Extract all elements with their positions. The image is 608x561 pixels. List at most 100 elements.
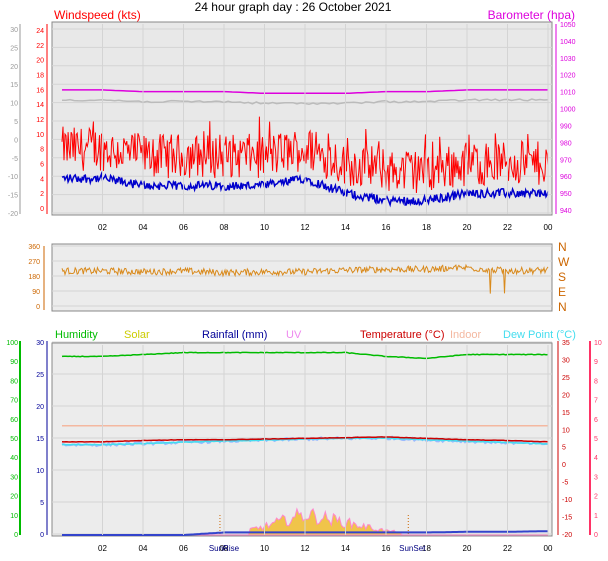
- baro-tick-label: 1040: [560, 39, 576, 46]
- humidity-tick-label: 30: [10, 474, 18, 481]
- outer-tick-label: -5: [12, 156, 18, 163]
- wind-tick-label: 12: [36, 117, 44, 124]
- temperature-tick-label: 35: [562, 340, 570, 347]
- compass-label: W: [558, 255, 570, 269]
- x-tick-label: 12: [301, 223, 310, 232]
- direction-panel-background: [51, 243, 553, 312]
- x-tick-label: 22: [503, 223, 512, 232]
- uv-tick-label: 5: [594, 436, 598, 443]
- baro-tick-label: 1030: [560, 56, 576, 63]
- direction-tick-label: 360: [28, 244, 40, 251]
- uv-tick-label: 7: [594, 398, 598, 405]
- rainfall-tick-label: 10: [36, 468, 44, 475]
- wind-tick-label: 6: [40, 162, 44, 169]
- uv-tick-label: 3: [594, 474, 598, 481]
- uv-tick-label: 8: [594, 378, 598, 385]
- wind-direction-line: [61, 263, 549, 294]
- wind-tick-label: 10: [36, 132, 44, 139]
- humidity-tick-label: 50: [10, 436, 18, 443]
- wind-outer-axis: 30 25 20 15 10 5 0 -5 -10 -15 -20: [8, 24, 21, 218]
- x-tick-label: 22: [503, 544, 512, 553]
- outer-tick-label: 15: [10, 82, 18, 89]
- temp-x-axis: 02 04 06 08 10 12 14 16 18 20 22 00 SunRise SunSet: [98, 345, 553, 553]
- temperature-tick-label: -15: [562, 515, 572, 522]
- uv-tick-label: 10: [594, 340, 602, 347]
- sunset-label: SunSet: [399, 544, 426, 553]
- uv-tick-label: 9: [594, 359, 598, 366]
- baro-tick-label: 970: [560, 157, 572, 164]
- x-tick-label: 08: [220, 544, 229, 553]
- wind-tick-label: 20: [36, 58, 44, 65]
- outer-tick-label: 10: [10, 101, 18, 108]
- compass-label: N: [558, 300, 567, 314]
- x-tick-label: 02: [98, 223, 107, 232]
- x-tick-label: 06: [179, 544, 188, 553]
- wind-tick-label: 14: [36, 102, 44, 109]
- legend-item: Solar: [124, 329, 150, 341]
- rainfall-tick-label: 5: [40, 500, 44, 507]
- temperature-tick-label: 15: [562, 410, 570, 417]
- temperature-tick-label: 30: [562, 357, 570, 364]
- x-tick-label: 14: [341, 223, 350, 232]
- baro-tick-label: 1020: [560, 73, 576, 80]
- direction-series: [61, 263, 549, 294]
- outer-tick-label: 25: [10, 45, 18, 52]
- outer-tick-label: 0: [14, 137, 18, 144]
- outer-tick-label: -15: [8, 193, 18, 200]
- temp-legend: Humidity Solar Rainfall (mm) UV Temperature …: [55, 329, 576, 341]
- direction-tick-label: 0: [36, 304, 40, 311]
- humidity-tick-label: 40: [10, 455, 18, 462]
- baro-tick-label: 940: [560, 208, 572, 215]
- humidity-tick-label: 60: [10, 417, 18, 424]
- x-tick-label: 18: [422, 223, 431, 232]
- rainfall-tick-label: 15: [36, 436, 44, 443]
- temperature-tick-label: 20: [562, 392, 570, 399]
- compass-label: N: [558, 240, 567, 254]
- legend-item: Indoor: [450, 329, 482, 341]
- uv-tick-label: 2: [594, 494, 598, 501]
- barometer-axis: 1050 1040 1030 1020 1010 1000 990 980 970 960 950 9…: [555, 22, 576, 215]
- baro-tick-label: 1010: [560, 90, 576, 97]
- wind-tick-label: 16: [36, 87, 44, 94]
- humidity-tick-label: 100: [6, 340, 18, 347]
- direction-tick-label: 180: [28, 274, 40, 281]
- compass-label: S: [558, 270, 566, 284]
- legend-item: Temperature (°C): [360, 329, 444, 341]
- temperature-tick-label: 25: [562, 375, 570, 382]
- outer-tick-label: 5: [14, 119, 18, 126]
- baro-tick-label: 950: [560, 191, 572, 198]
- compass-label: E: [558, 285, 566, 299]
- x-tick-label: 18: [422, 544, 431, 553]
- uv-tick-label: 6: [594, 417, 598, 424]
- rainfall-tick-label: 25: [36, 372, 44, 379]
- uv-tick-label: 4: [594, 455, 598, 462]
- temperature-tick-label: 5: [562, 445, 566, 452]
- x-tick-label: 00: [544, 223, 553, 232]
- wind-tick-label: 2: [40, 191, 44, 198]
- x-tick-label: 06: [179, 223, 188, 232]
- wind-tick-label: 24: [36, 28, 44, 35]
- baro-tick-label: 980: [560, 140, 572, 147]
- chart-title: 24 hour graph day : 26 October 2021: [195, 0, 392, 14]
- x-tick-label: 10: [260, 223, 269, 232]
- temperature-tick-label: 10: [562, 427, 570, 434]
- sunrise-label: SunRise: [209, 544, 240, 553]
- temperature-tick-label: -5: [562, 480, 568, 487]
- rainfall-tick-label: 0: [40, 532, 44, 539]
- x-tick-label: 02: [98, 544, 107, 553]
- baro-tick-label: 990: [560, 123, 572, 130]
- wind-tick-label: 18: [36, 73, 44, 80]
- rainfall-tick-label: 30: [36, 340, 44, 347]
- x-tick-label: 04: [139, 223, 148, 232]
- wind-x-axis: 02 04 06 08 10 12 14 16 18 20 22 00: [98, 24, 553, 232]
- x-tick-label: 10: [260, 544, 269, 553]
- uv-tick-label: 1: [594, 513, 598, 520]
- humidity-tick-label: 0: [14, 532, 18, 539]
- outer-tick-label: 30: [10, 27, 18, 34]
- x-tick-label: 12: [301, 544, 310, 553]
- wind-tick-label: 22: [36, 43, 44, 50]
- rainfall-tick-label: 20: [36, 404, 44, 411]
